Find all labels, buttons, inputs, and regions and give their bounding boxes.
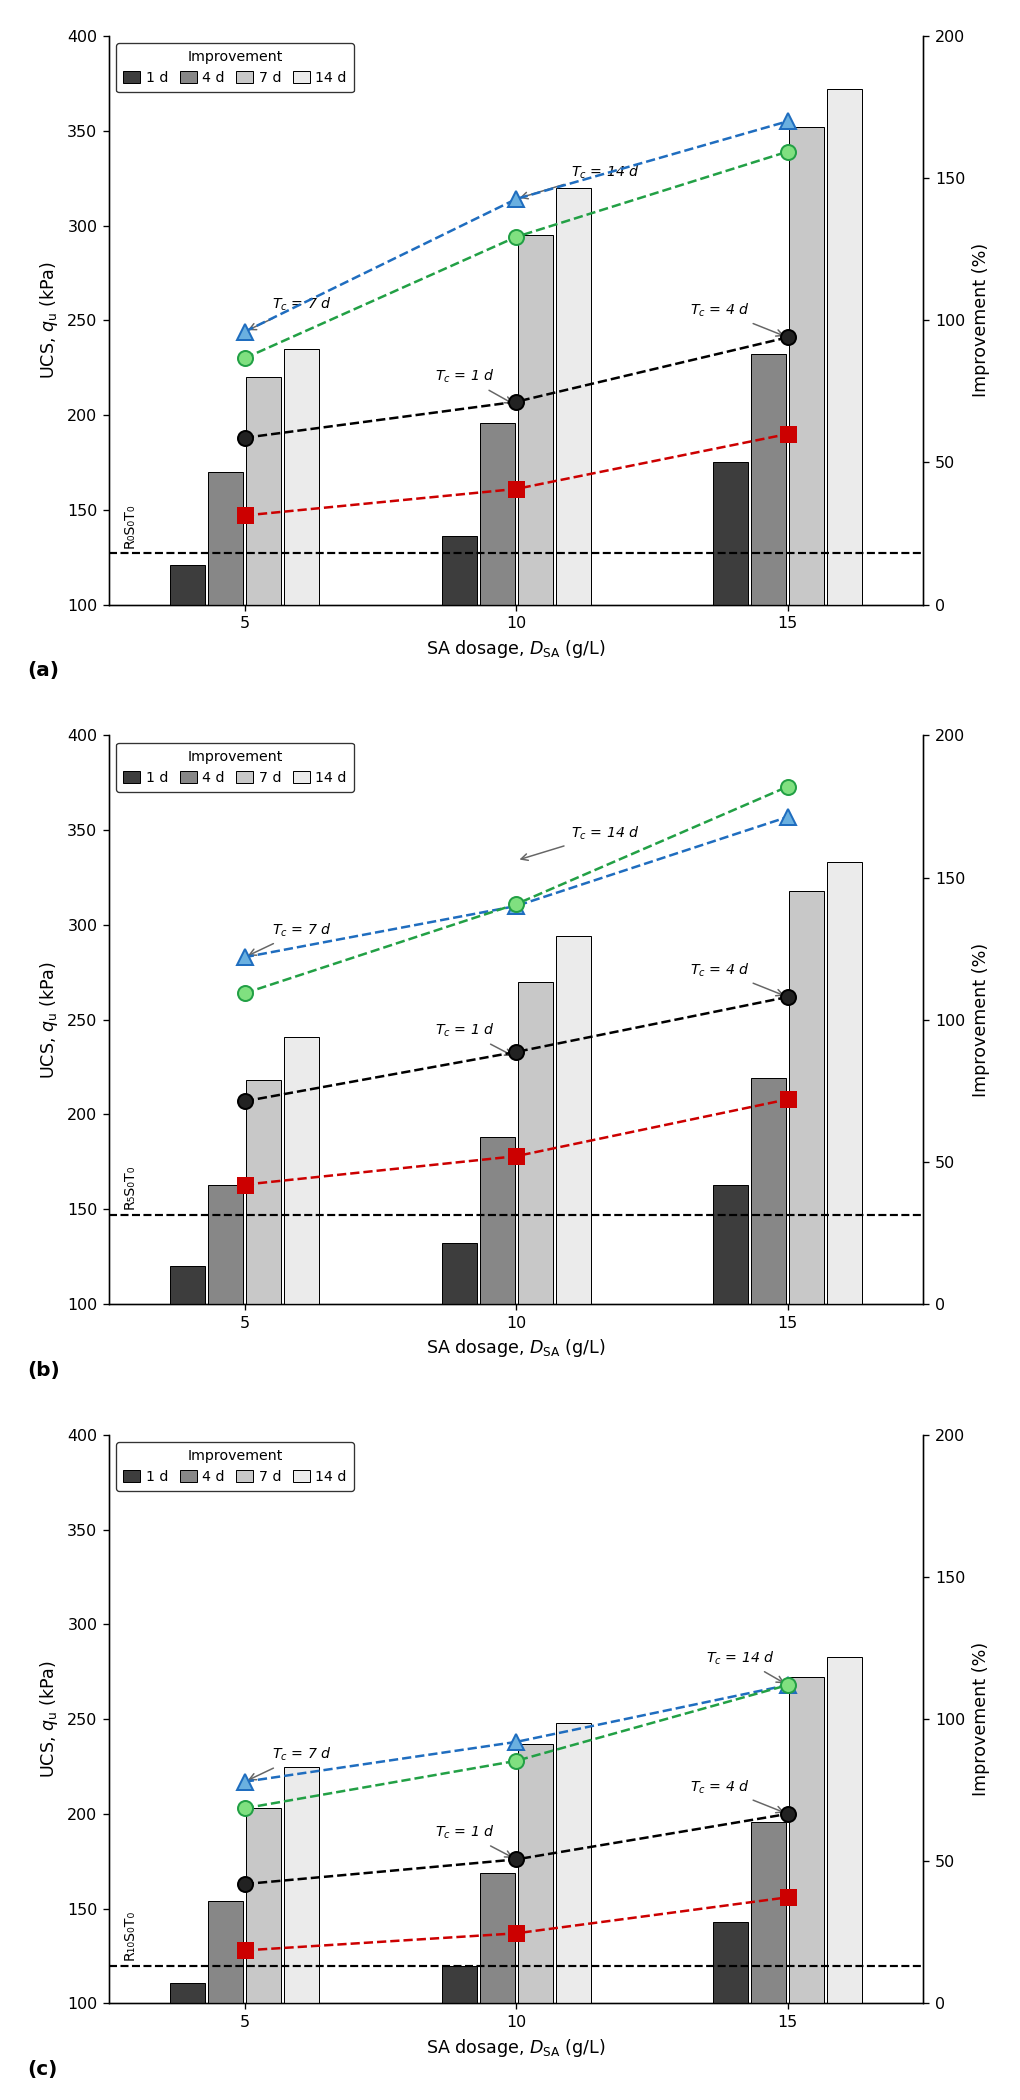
Bar <box>751 1821 786 2003</box>
Text: $T_c$ = 1 d: $T_c$ = 1 d <box>435 1023 512 1056</box>
Bar <box>713 462 748 605</box>
Bar <box>713 1922 748 2003</box>
Bar <box>479 1873 515 2003</box>
Bar <box>827 1657 862 2003</box>
Bar <box>442 536 476 605</box>
Y-axis label: UCS, $q_\mathrm{u}$ (kPa): UCS, $q_\mathrm{u}$ (kPa) <box>39 260 60 380</box>
Text: $T_c$ = 7 d: $T_c$ = 7 d <box>249 1745 332 1779</box>
Bar <box>170 1266 205 1304</box>
Bar <box>246 1808 282 2003</box>
Bar <box>479 422 515 605</box>
Bar <box>442 1243 476 1304</box>
Bar <box>208 1184 243 1304</box>
Bar <box>789 126 824 605</box>
Text: (a): (a) <box>28 662 59 680</box>
Bar <box>556 1722 591 2003</box>
Text: R₅S₀T₀: R₅S₀T₀ <box>122 1166 137 1210</box>
Bar <box>285 1766 319 2003</box>
Bar <box>170 1982 205 2003</box>
Bar <box>518 983 553 1304</box>
Legend: 1 d, 4 d, 7 d, 14 d: 1 d, 4 d, 7 d, 14 d <box>116 1443 354 1491</box>
Bar <box>246 378 282 605</box>
Text: (b): (b) <box>28 1361 60 1380</box>
X-axis label: SA dosage, $D_{\mathrm{SA}}$ (g/L): SA dosage, $D_{\mathrm{SA}}$ (g/L) <box>426 2037 606 2058</box>
Bar <box>751 1079 786 1304</box>
Bar <box>827 88 862 605</box>
X-axis label: SA dosage, $D_{\mathrm{SA}}$ (g/L): SA dosage, $D_{\mathrm{SA}}$ (g/L) <box>426 1338 606 1359</box>
Bar <box>246 1079 282 1304</box>
Bar <box>751 355 786 605</box>
Text: $T_c$ = 1 d: $T_c$ = 1 d <box>435 1823 512 1856</box>
Bar <box>442 1966 476 2003</box>
Bar <box>827 863 862 1304</box>
Text: $T_c$ = 4 d: $T_c$ = 4 d <box>690 302 783 336</box>
Legend: 1 d, 4 d, 7 d, 14 d: 1 d, 4 d, 7 d, 14 d <box>116 743 354 792</box>
Text: $T_c$ = 14 d: $T_c$ = 14 d <box>521 825 640 861</box>
Text: $T_c$ = 7 d: $T_c$ = 7 d <box>249 922 332 956</box>
Y-axis label: Improvement (%): Improvement (%) <box>972 1642 990 1796</box>
Bar <box>789 1678 824 2003</box>
Y-axis label: Improvement (%): Improvement (%) <box>972 943 990 1096</box>
Y-axis label: Improvement (%): Improvement (%) <box>972 244 990 397</box>
Text: $T_c$ = 4 d: $T_c$ = 4 d <box>690 1779 783 1812</box>
Bar <box>479 1138 515 1304</box>
Bar <box>556 937 591 1304</box>
Text: $T_c$ = 4 d: $T_c$ = 4 d <box>690 962 783 995</box>
Bar <box>518 235 553 605</box>
Text: (c): (c) <box>28 2060 58 2079</box>
Bar <box>556 187 591 605</box>
Legend: 1 d, 4 d, 7 d, 14 d: 1 d, 4 d, 7 d, 14 d <box>116 44 354 92</box>
Text: R₀S₀T₀: R₀S₀T₀ <box>122 504 137 548</box>
Bar <box>285 1037 319 1304</box>
Bar <box>170 565 205 605</box>
X-axis label: SA dosage, $D_{\mathrm{SA}}$ (g/L): SA dosage, $D_{\mathrm{SA}}$ (g/L) <box>426 638 606 659</box>
Y-axis label: UCS, $q_\mathrm{u}$ (kPa): UCS, $q_\mathrm{u}$ (kPa) <box>39 962 60 1079</box>
Text: $T_c$ = 14 d: $T_c$ = 14 d <box>706 1648 783 1682</box>
Bar <box>713 1184 748 1304</box>
Bar <box>208 1900 243 2003</box>
Bar <box>208 472 243 605</box>
Text: $T_c$ = 1 d: $T_c$ = 1 d <box>435 368 512 403</box>
Bar <box>789 890 824 1304</box>
Y-axis label: UCS, $q_\mathrm{u}$ (kPa): UCS, $q_\mathrm{u}$ (kPa) <box>39 1661 60 1779</box>
Bar <box>518 1743 553 2003</box>
Text: R₁₀S₀T₀: R₁₀S₀T₀ <box>122 1909 137 1959</box>
Text: $T_c$ = 7 d: $T_c$ = 7 d <box>249 296 332 330</box>
Bar <box>285 349 319 605</box>
Text: $T_c$ = 14 d: $T_c$ = 14 d <box>521 164 640 200</box>
